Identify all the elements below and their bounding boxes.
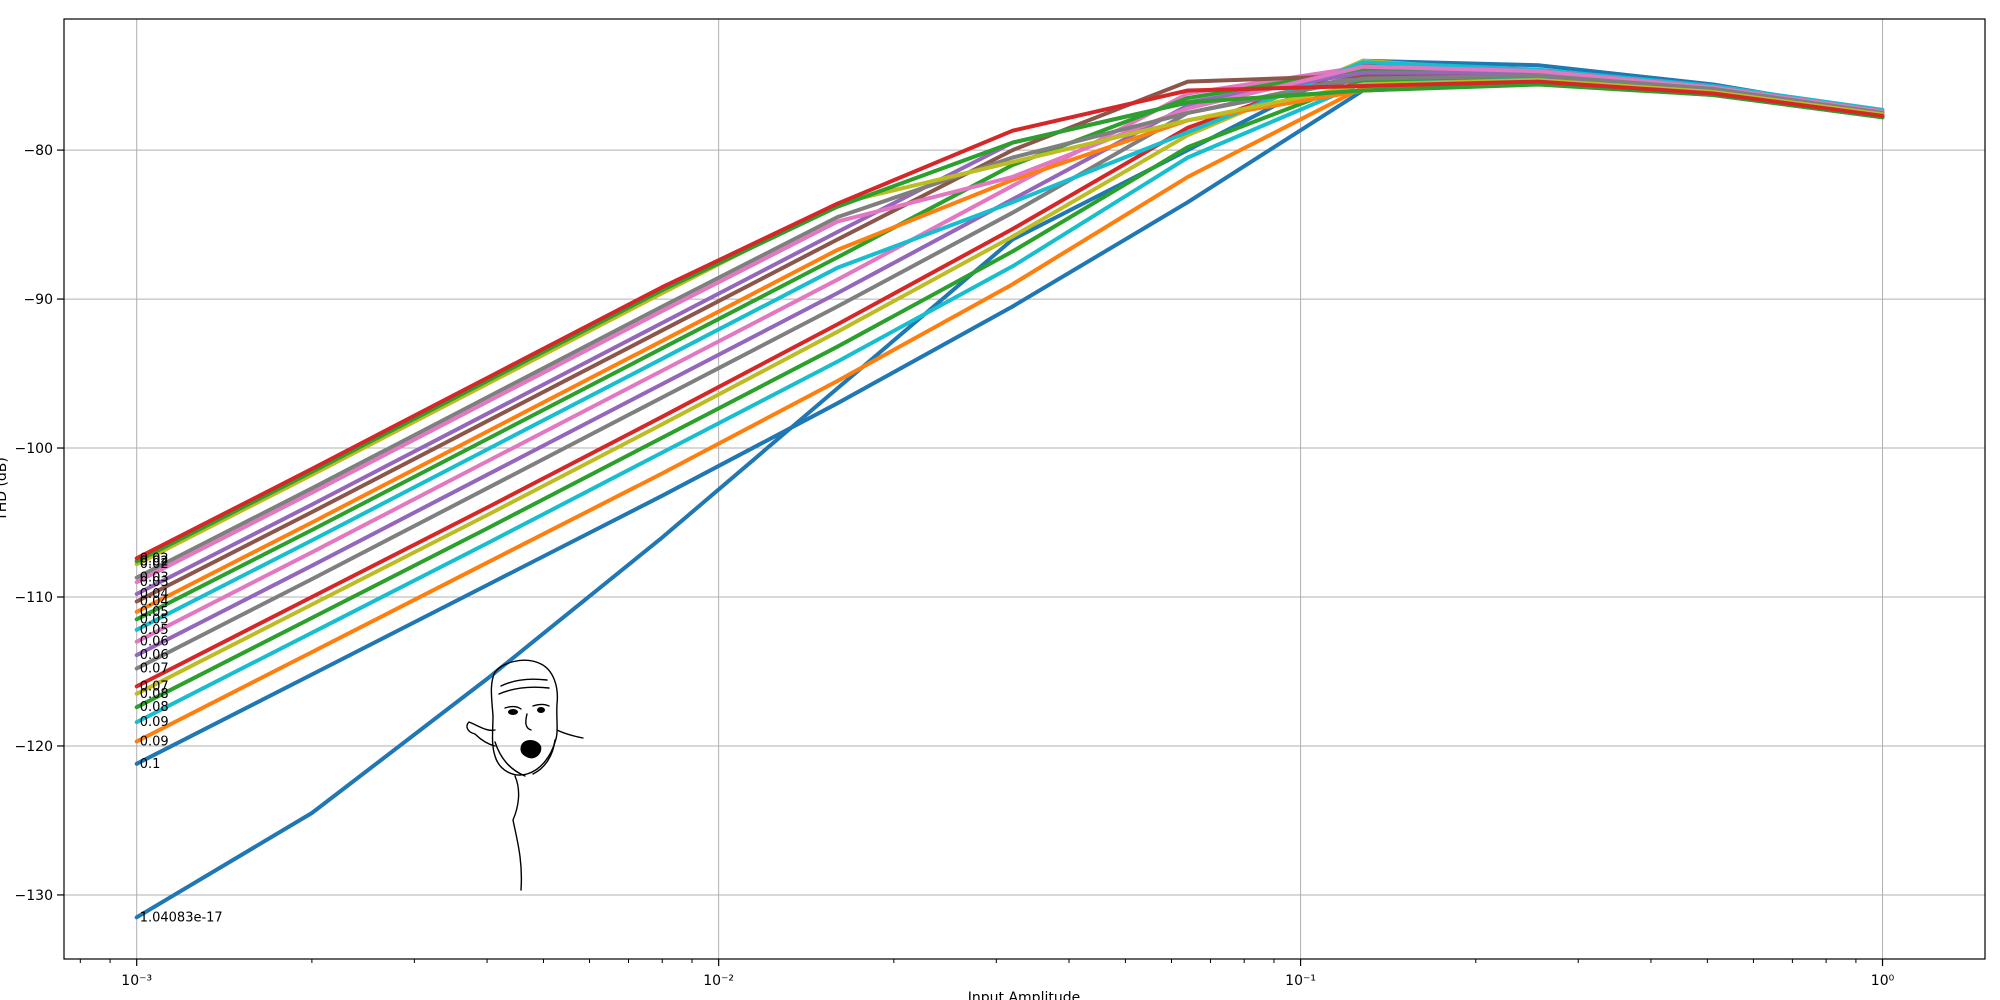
- series-label-5: 0.08: [140, 687, 169, 702]
- series-line-5: [134, 58, 1885, 696]
- y-tick-label: −120: [15, 739, 53, 755]
- series-line-3: [134, 76, 1885, 725]
- series-label-1: 0.1: [140, 757, 161, 772]
- y-tick-label: −110: [15, 590, 53, 606]
- y-tick-label: −100: [15, 441, 53, 457]
- plot-frame: [63, 18, 1986, 960]
- series-line-19: [134, 79, 1885, 561]
- series-label-15: 0.03: [140, 575, 169, 590]
- y-axis-label: THD (dB): [0, 457, 10, 522]
- series-line-16: [134, 73, 1885, 580]
- series-label-4: 0.08: [140, 700, 169, 715]
- series-label-7: 0.07: [140, 662, 169, 677]
- series-label-8: 0.06: [140, 648, 169, 663]
- x-tick-label: 10⁻²: [703, 973, 734, 989]
- series-label-6: 0.07: [140, 679, 169, 694]
- series-label-17: 0.02: [140, 557, 169, 572]
- x-tick-layer: 10⁻³ 10⁻² 10⁻¹ 10⁰: [79, 959, 1895, 989]
- series-label-3: 0.09: [140, 715, 169, 730]
- series-line-10: [134, 60, 1885, 632]
- series-line-4: [134, 73, 1885, 710]
- series-line-18: [134, 82, 1885, 564]
- series-label-2: 0.09: [140, 735, 169, 750]
- y-tick-layer: −130 −120 −110 −100 −90 −80: [15, 143, 64, 904]
- series-label-12: 0.05: [140, 605, 169, 620]
- series-layer: [134, 58, 1885, 920]
- series-label-9: 0.06: [140, 635, 169, 650]
- x-tick-label: 10⁻³: [121, 973, 152, 989]
- series-line-0: [134, 58, 1885, 920]
- series-label-11: 0.05: [140, 612, 169, 627]
- y-tick-label: −130: [15, 888, 53, 904]
- x-axis-label: Input Amplitude: [968, 990, 1080, 1000]
- series-line-15: [134, 64, 1885, 585]
- series-label-18: 0.02: [140, 554, 169, 569]
- series-line-8: [134, 66, 1885, 658]
- series-label-13: 0.04: [140, 594, 169, 609]
- series-label-10: 0.05: [140, 623, 169, 638]
- series-label-0: 1.04083e-17: [140, 910, 223, 925]
- series-label-16: 0.03: [140, 571, 169, 586]
- surprised-face-doodle: [466, 659, 584, 891]
- x-tick-label: 10⁻¹: [1285, 973, 1316, 989]
- series-label-14: 0.04: [140, 587, 169, 602]
- x-tick-label: 10⁰: [1871, 973, 1895, 989]
- series-label-19: 0.02: [140, 551, 169, 566]
- y-tick-label: −90: [23, 292, 53, 308]
- series-label-layer: 1.04083e-170.10.090.090.080.080.070.070.…: [140, 551, 223, 925]
- y-tick-label: −80: [23, 143, 53, 159]
